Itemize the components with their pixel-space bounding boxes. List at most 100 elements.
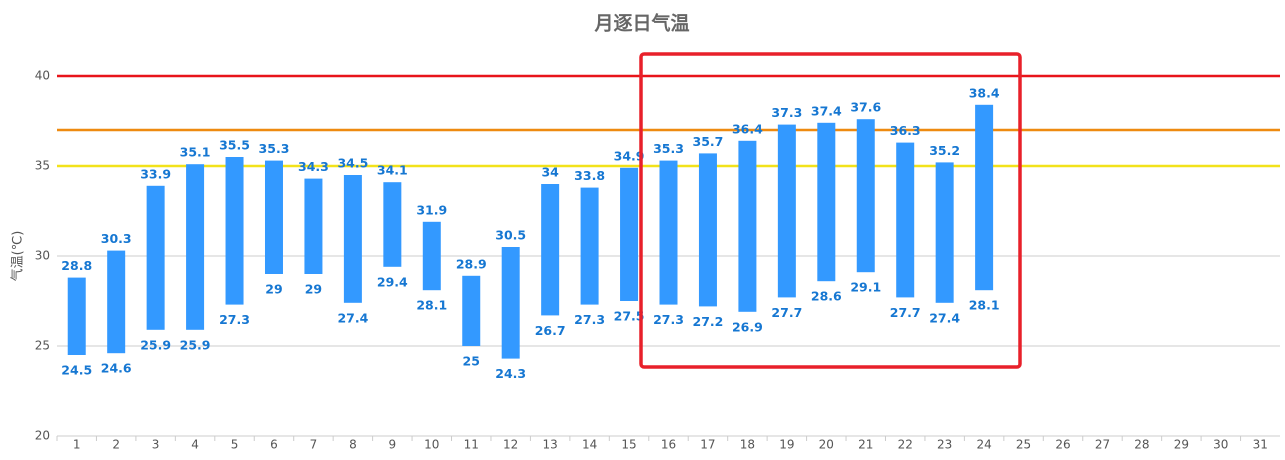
value-label: 27.5: [614, 309, 645, 324]
value-label: 28.8: [61, 258, 92, 273]
bar: [462, 275, 481, 346]
x-tick-label: 26: [1055, 438, 1070, 452]
x-tick-label: 5: [231, 438, 239, 452]
plot: 20 25 30 35 40 1 28.8 24.5 2 30.3 24.6 3 33.9 25.9 4 35…: [35, 69, 1280, 452]
bar: [422, 221, 441, 291]
bar: [501, 247, 520, 359]
y-tick-label: 30: [35, 249, 50, 263]
x-tick-label: 16: [661, 438, 676, 452]
value-label: 26.9: [732, 319, 763, 334]
value-label: 35.3: [653, 141, 684, 156]
x-tick-label: 15: [621, 438, 636, 452]
x-tick-label: 17: [700, 438, 715, 452]
x-tick-label: 20: [819, 438, 834, 452]
value-label: 27.4: [929, 310, 960, 325]
x-tick-label: 12: [503, 438, 518, 452]
value-label: 38.4: [969, 85, 1000, 100]
y-tick-label: 20: [35, 429, 50, 443]
value-label: 31.9: [416, 202, 447, 217]
value-label: 29.4: [377, 274, 408, 289]
x-tick-label: 4: [191, 438, 199, 452]
value-label: 29: [305, 282, 322, 297]
x-tick-label: 24: [976, 438, 991, 452]
bar: [304, 178, 323, 274]
value-label: 34.3: [298, 159, 329, 174]
value-label: 27.3: [219, 312, 250, 327]
value-label: 35.7: [693, 134, 724, 149]
value-label: 27.7: [771, 305, 802, 320]
value-label: 35.5: [219, 138, 250, 153]
value-label: 25.9: [140, 337, 171, 352]
bar: [67, 277, 86, 355]
bar: [817, 122, 836, 282]
y-axis-label: 气温(℃): [10, 231, 26, 282]
value-label: 26.7: [535, 323, 566, 338]
bar: [186, 164, 205, 330]
value-label: 27.7: [890, 305, 921, 320]
x-tick-label: 3: [152, 438, 160, 452]
bar: [107, 250, 126, 354]
x-tick-label: 27: [1095, 438, 1110, 452]
value-label: 33.9: [140, 166, 171, 181]
value-label: 30.3: [101, 231, 132, 246]
value-label: 25: [463, 354, 480, 369]
bar: [777, 124, 796, 298]
value-label: 28.1: [416, 298, 447, 313]
value-label: 24.3: [495, 366, 526, 381]
x-tick-label: 11: [464, 438, 479, 452]
bar: [541, 184, 560, 316]
bar: [580, 187, 599, 305]
value-label: 27.4: [337, 310, 368, 325]
value-label: 29: [265, 282, 282, 297]
chart-title: 月逐日气温: [593, 12, 689, 35]
value-label: 28.1: [969, 298, 1000, 313]
value-label: 28.9: [456, 256, 487, 271]
bar: [225, 157, 244, 305]
bar: [975, 104, 994, 291]
x-tick-label: 9: [389, 438, 397, 452]
x-tick-label: 10: [424, 438, 439, 452]
x-tick-label: 23: [937, 438, 952, 452]
x-tick-label: 31: [1253, 438, 1268, 452]
value-label: 34.1: [377, 163, 408, 178]
x-tick-label: 2: [112, 438, 120, 452]
value-label: 24.5: [61, 363, 92, 378]
bar: [146, 185, 165, 330]
value-label: 36.3: [890, 123, 921, 138]
value-label: 37.4: [811, 103, 842, 118]
value-label: 36.4: [732, 121, 763, 136]
bar: [620, 167, 639, 301]
bar: [264, 160, 283, 274]
x-tick-label: 28: [1134, 438, 1149, 452]
y-tick-label: 40: [35, 69, 50, 83]
value-label: 35.1: [180, 145, 211, 160]
value-label: 35.2: [929, 143, 960, 158]
bar: [738, 140, 757, 312]
bar: [343, 175, 362, 303]
bar: [659, 160, 678, 305]
value-label: 25.9: [180, 337, 211, 352]
value-label: 33.8: [574, 168, 605, 183]
value-label: 27.3: [653, 312, 684, 327]
value-label: 34.9: [614, 148, 645, 163]
x-tick-label: 30: [1213, 438, 1228, 452]
x-tick-label: 19: [779, 438, 794, 452]
value-label: 27.3: [574, 312, 605, 327]
x-tick-label: 14: [582, 438, 597, 452]
x-tick-label: 13: [543, 438, 558, 452]
value-label: 34.5: [337, 156, 368, 171]
bar: [935, 162, 954, 303]
value-label: 35.3: [259, 141, 290, 156]
x-tick-label: 6: [270, 438, 278, 452]
value-label: 37.3: [771, 105, 802, 120]
value-label: 34: [541, 165, 559, 180]
value-label: 24.6: [101, 361, 132, 376]
y-tick-label: 35: [35, 159, 50, 173]
y-tick-label: 25: [35, 339, 50, 353]
value-label: 29.1: [850, 280, 881, 295]
x-tick-label: 8: [349, 438, 357, 452]
value-label: 30.5: [495, 228, 526, 243]
x-tick-label: 1: [73, 438, 81, 452]
value-label: 27.2: [693, 314, 724, 329]
